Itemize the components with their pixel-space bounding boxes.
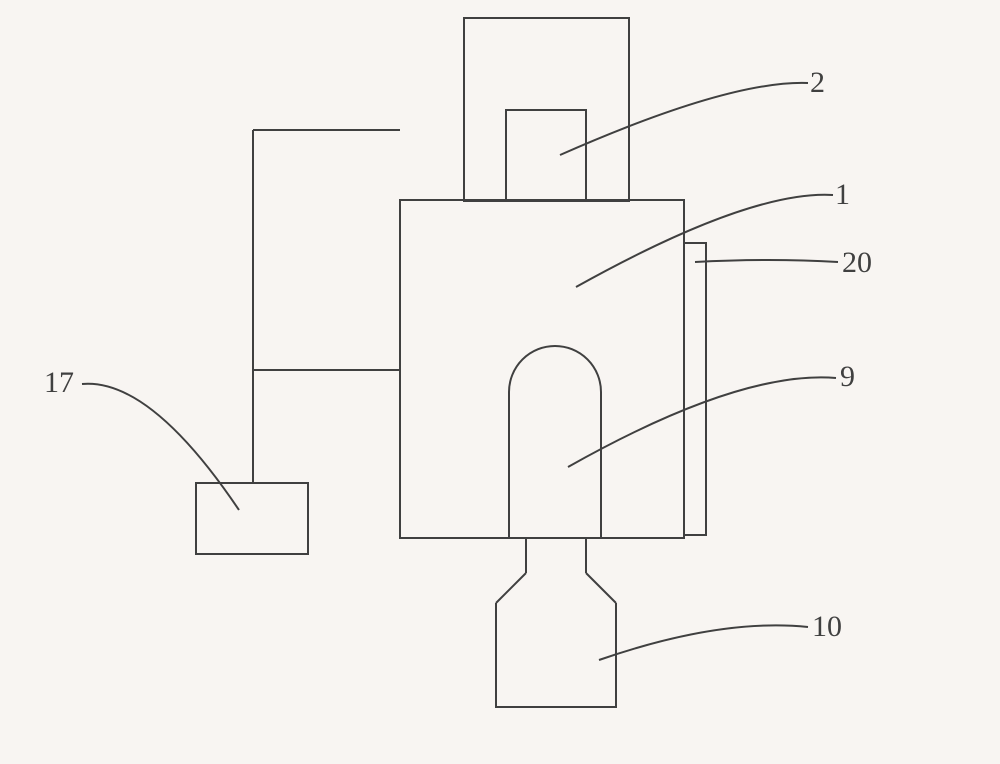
callout-label-17: 17	[44, 366, 74, 400]
shape-protrusion_body	[509, 392, 601, 538]
leader-p2	[560, 83, 808, 155]
shape-protrusion_arch	[509, 346, 601, 392]
shape-main_body	[400, 200, 684, 538]
technical-diagram: 2 1 20 9 10 17	[0, 0, 1000, 759]
leader-p17	[82, 384, 239, 510]
callout-label-2: 2	[810, 66, 825, 100]
callout-label-10: 10	[812, 610, 842, 644]
callout-label-1: 1	[835, 178, 850, 212]
shape-right_attachment	[684, 243, 706, 535]
leader-p9	[568, 377, 836, 467]
shape-left_box	[196, 483, 308, 554]
leader-p20	[695, 260, 838, 262]
leader-p1	[576, 195, 833, 287]
shape-top_inner_rect	[506, 110, 586, 200]
shape-lower_block_top	[496, 573, 616, 603]
callout-label-9: 9	[840, 360, 855, 394]
leader-p10	[599, 625, 808, 660]
callout-label-20: 20	[842, 246, 872, 280]
shape-lower_block_body	[496, 603, 616, 707]
